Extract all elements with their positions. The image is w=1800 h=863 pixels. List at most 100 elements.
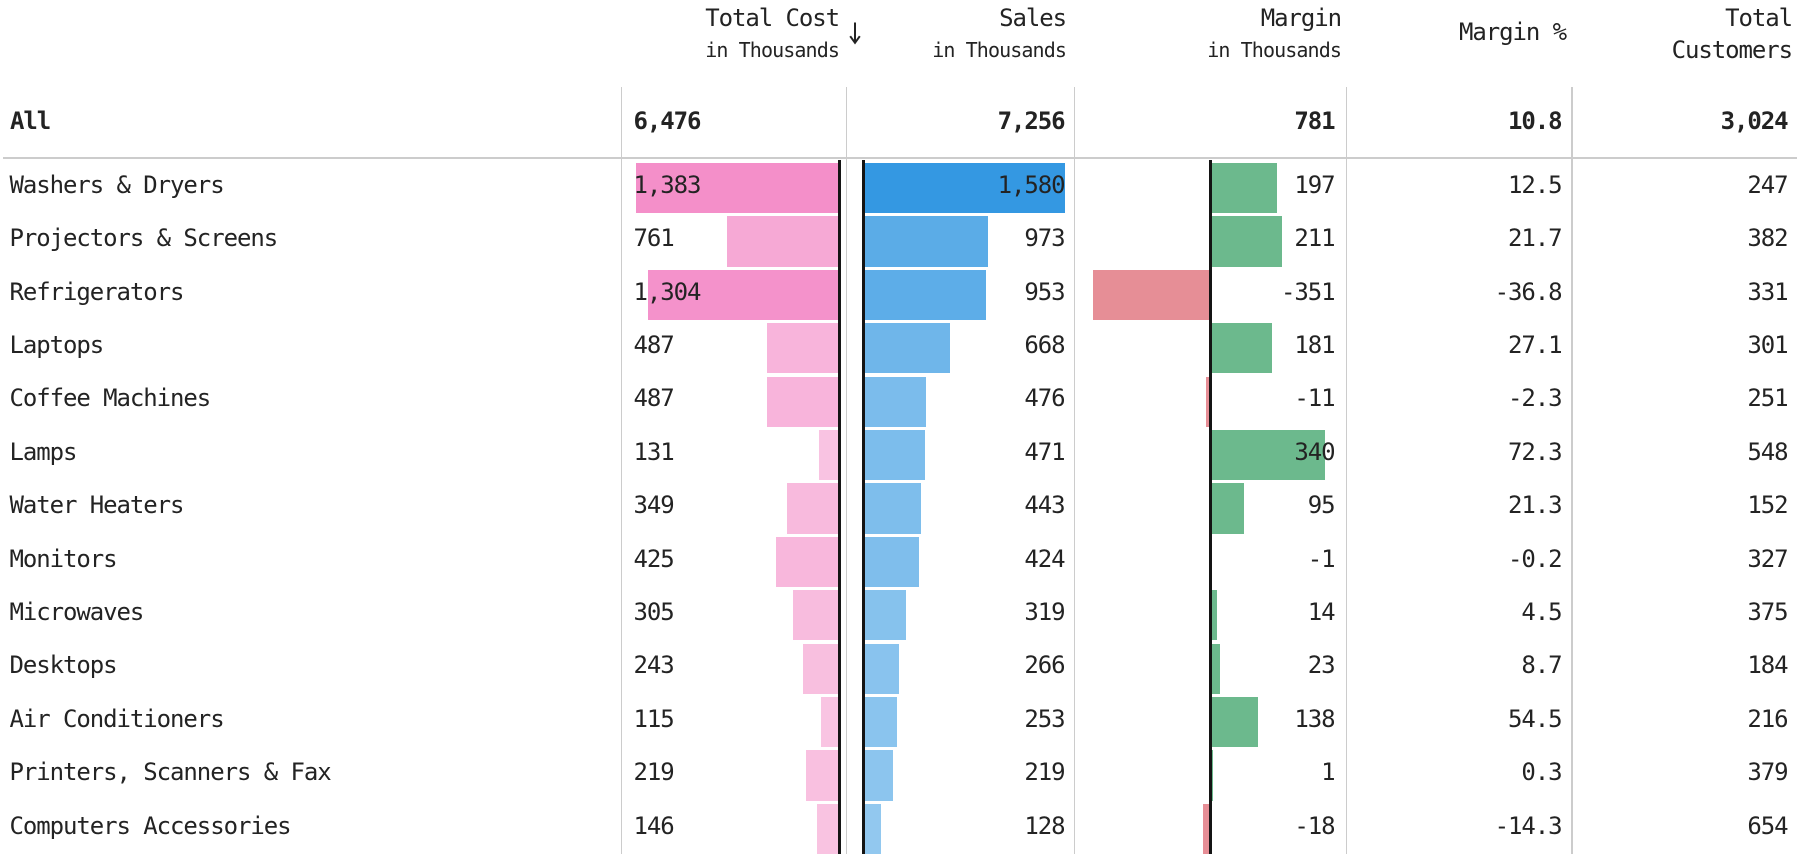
total-cost-bar[interactable]	[636, 162, 838, 214]
margin-bar[interactable]	[1212, 216, 1283, 267]
column-subtitle: in Thousands	[705, 37, 840, 62]
column-header-total-customers[interactable]: Total Customers	[1672, 2, 1793, 66]
sales-bar[interactable]	[865, 750, 894, 801]
column-header-margin[interactable]: Margin in Thousands	[1207, 2, 1342, 66]
total-cost-bar[interactable]	[787, 483, 838, 534]
sales-bar[interactable]	[865, 590, 906, 641]
column-header-margin-pct[interactable]: Margin %	[1459, 16, 1567, 48]
category-label[interactable]: Air Conditioners	[9, 704, 225, 733]
sales-bar[interactable]	[865, 429, 925, 481]
margin-bar[interactable]	[1212, 429, 1325, 481]
total-customers-value: 247	[1747, 170, 1788, 199]
margin-pct-value: -0.2	[1507, 544, 1563, 573]
category-label[interactable]: Coffee Machines	[9, 384, 212, 413]
margin-pct-value: 8.7	[1521, 651, 1562, 680]
margin-pct-value: 72.3	[1507, 437, 1563, 466]
total-customers-value: 327	[1747, 544, 1788, 573]
sales-bar[interactable]	[865, 536, 919, 587]
total-cost-bar[interactable]	[775, 536, 838, 587]
total-cost-bar[interactable]	[821, 696, 838, 748]
margin-value: 1	[1321, 758, 1335, 787]
total-cost-bar[interactable]	[647, 269, 838, 320]
margin-pct-value: 12.5	[1507, 170, 1563, 199]
total-cost-bar[interactable]	[802, 643, 838, 694]
margin-bar[interactable]	[1092, 269, 1210, 320]
sales-bar[interactable]	[865, 162, 1066, 214]
column-header-total-cost[interactable]: Total Cost in Thousands	[705, 2, 840, 66]
margin-pct-value: 54.5	[1507, 704, 1563, 733]
totals-total-customers: 3,024	[1720, 106, 1789, 135]
margin-value: -351	[1280, 277, 1336, 306]
sales-bar[interactable]	[865, 483, 922, 534]
margin-value: -1	[1307, 544, 1336, 573]
sales-bar[interactable]	[865, 323, 950, 374]
column-header-sales[interactable]: Sales in Thousands	[932, 2, 1067, 66]
column-separator-margin-pct	[1345, 87, 1348, 854]
sales-value: 668	[1024, 331, 1065, 360]
sales-value: 471	[1024, 437, 1065, 466]
category-label[interactable]: Projectors & Screens	[9, 224, 279, 253]
total-customers-value: 379	[1747, 758, 1788, 787]
category-label[interactable]: Washers & Dryers	[9, 170, 225, 199]
total-cost-bar[interactable]	[818, 429, 838, 481]
margin-value: -18	[1294, 811, 1335, 840]
category-label[interactable]: Desktops	[9, 651, 118, 680]
total-cost-value: 305	[633, 598, 675, 627]
margin-bar[interactable]	[1212, 590, 1217, 641]
total-cost-bar[interactable]	[793, 590, 838, 641]
margin-bar[interactable]	[1212, 643, 1220, 694]
total-customers-value: 548	[1747, 437, 1788, 466]
total-cost-value: 1,383	[633, 170, 702, 199]
category-label[interactable]: Water Heaters	[9, 491, 185, 520]
sales-value: 319	[1024, 598, 1065, 627]
sales-value: 424	[1024, 544, 1065, 573]
sort-descending-icon[interactable]	[848, 21, 861, 45]
margin-zero-axis-line	[1209, 159, 1212, 854]
total-customers-value: 382	[1747, 224, 1788, 253]
totals-row-label[interactable]: All	[10, 106, 51, 135]
total-cost-bar[interactable]	[766, 376, 838, 427]
margin-bar[interactable]	[1212, 696, 1258, 748]
total-customers-value: 375	[1747, 598, 1788, 627]
margin-bar[interactable]	[1205, 376, 1210, 427]
total-customers-value: 152	[1747, 491, 1788, 520]
total-cost-bar[interactable]	[726, 216, 838, 267]
totals-total-cost: 6,476	[633, 106, 702, 135]
sales-bar[interactable]	[865, 643, 899, 694]
sales-value: 253	[1024, 704, 1065, 733]
category-label[interactable]: Microwaves	[9, 598, 145, 627]
category-label[interactable]: Printers, Scanners & Fax	[9, 758, 332, 787]
sales-bar[interactable]	[865, 216, 989, 267]
category-label[interactable]: Refrigerators	[9, 277, 185, 306]
sales-value: 443	[1024, 491, 1065, 520]
totals-margin-pct: 10.8	[1507, 106, 1563, 135]
total-cost-value: 1,304	[633, 277, 702, 306]
margin-bar[interactable]	[1212, 483, 1244, 534]
category-label[interactable]: Lamps	[9, 437, 78, 466]
sales-bar[interactable]	[865, 803, 882, 854]
total-cost-bar[interactable]	[766, 323, 838, 374]
sales-value: 953	[1024, 277, 1065, 306]
cost-axis-line	[838, 159, 841, 854]
category-label[interactable]: Monitors	[9, 544, 118, 573]
margin-pct-value: -14.3	[1494, 811, 1563, 840]
total-cost-value: 131	[633, 437, 675, 466]
total-cost-bar[interactable]	[806, 750, 838, 801]
sales-bar[interactable]	[865, 696, 898, 748]
sales-bar[interactable]	[865, 269, 986, 320]
category-label[interactable]: Computers Accessories	[9, 811, 292, 840]
margin-bar[interactable]	[1212, 323, 1273, 374]
margin-value: 340	[1294, 437, 1335, 466]
margin-value: 138	[1294, 704, 1335, 733]
category-label[interactable]: Laptops	[9, 331, 105, 360]
margin-pct-value: 27.1	[1507, 331, 1563, 360]
total-cost-value: 146	[633, 811, 675, 840]
sales-bar[interactable]	[865, 376, 926, 427]
sales-value: 973	[1024, 224, 1065, 253]
total-cost-bar[interactable]	[816, 803, 838, 854]
margin-bar[interactable]	[1203, 803, 1210, 854]
margin-pct-value: 0.3	[1521, 758, 1562, 787]
margin-bar[interactable]	[1212, 162, 1278, 214]
total-customers-value: 251	[1747, 384, 1788, 413]
margin-value: 197	[1294, 170, 1335, 199]
